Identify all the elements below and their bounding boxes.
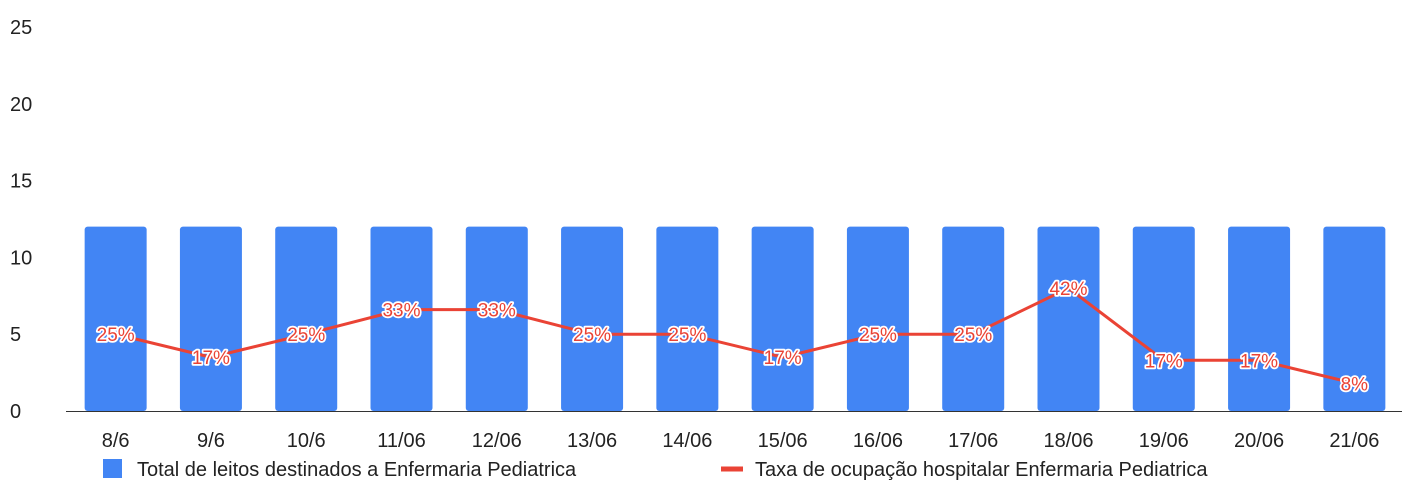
x-tick-label: 8/6 [102, 430, 130, 452]
y-tick-label: 5 [10, 324, 21, 346]
x-tick-label: 12/06 [472, 430, 522, 452]
x-tick-label: 10/6 [287, 430, 326, 452]
y-tick-label: 10 [10, 247, 32, 269]
y-tick-label: 0 [10, 401, 21, 423]
x-tick-label: 9/6 [197, 430, 225, 452]
bar[interactable] [561, 226, 624, 411]
data-label: 17% [1145, 351, 1183, 372]
data-label: 25% [954, 325, 992, 346]
bar[interactable] [465, 226, 528, 411]
bar[interactable] [1323, 226, 1386, 411]
x-axis: 8/6 9/6 10/6 11/06 12/06 13/06 14/06 15/06 16/06… [102, 430, 1380, 452]
line-series [115, 286, 1355, 385]
data-label: 17% [764, 348, 802, 369]
legend-label-bar[interactable]: Total de leitos destinados a Enfermaria … [137, 459, 577, 481]
data-label: 25% [573, 325, 611, 346]
data-label: 17% [192, 348, 230, 369]
legend-swatch-bar[interactable] [103, 459, 122, 478]
x-tick-label: 13/06 [567, 430, 617, 452]
x-tick-label: 15/06 [758, 430, 808, 452]
data-label: 33% [478, 301, 516, 322]
data-label: 25% [859, 325, 897, 346]
bar-series [84, 226, 1386, 411]
bar[interactable] [942, 226, 1005, 411]
data-label: 25% [287, 325, 325, 346]
bar[interactable] [370, 226, 433, 411]
y-tick-label: 20 [10, 94, 32, 116]
bar[interactable] [1228, 226, 1291, 411]
x-tick-label: 19/06 [1139, 430, 1189, 452]
x-tick-label: 20/06 [1234, 430, 1284, 452]
bar[interactable] [846, 226, 909, 411]
y-axis: 0 5 10 15 20 25 [10, 17, 32, 423]
data-label: 17% [1240, 351, 1278, 372]
x-tick-label: 17/06 [948, 430, 998, 452]
x-tick-label: 21/06 [1329, 430, 1379, 452]
bar[interactable] [751, 226, 814, 411]
bar[interactable] [1037, 226, 1100, 411]
x-tick-label: 18/06 [1043, 430, 1093, 452]
y-tick-label: 15 [10, 171, 32, 193]
data-labels: 25% 17% 25% 33% 33% 25% 25% 17% 25% 25% 42% 17% 17% 8… [95, 277, 1370, 397]
data-label: 33% [382, 301, 420, 322]
bar[interactable] [275, 226, 338, 411]
line-path[interactable] [115, 286, 1355, 385]
bar[interactable] [84, 226, 147, 411]
data-label: 42% [1049, 279, 1087, 300]
bar[interactable] [1132, 226, 1195, 411]
data-label: 25% [668, 325, 706, 346]
legend-label-line[interactable]: Taxa de ocupação hospitalar Enfermaria P… [755, 459, 1208, 481]
legend: Total de leitos destinados a Enfermaria … [103, 459, 1208, 481]
x-tick-label: 14/06 [662, 430, 712, 452]
x-tick-label: 16/06 [853, 430, 903, 452]
bar[interactable] [179, 226, 242, 411]
x-tick-label: 11/06 [377, 430, 426, 452]
bar[interactable] [656, 226, 719, 411]
y-tick-label: 25 [10, 17, 32, 39]
data-label: 8% [1341, 374, 1369, 395]
data-label: 25% [97, 325, 135, 346]
